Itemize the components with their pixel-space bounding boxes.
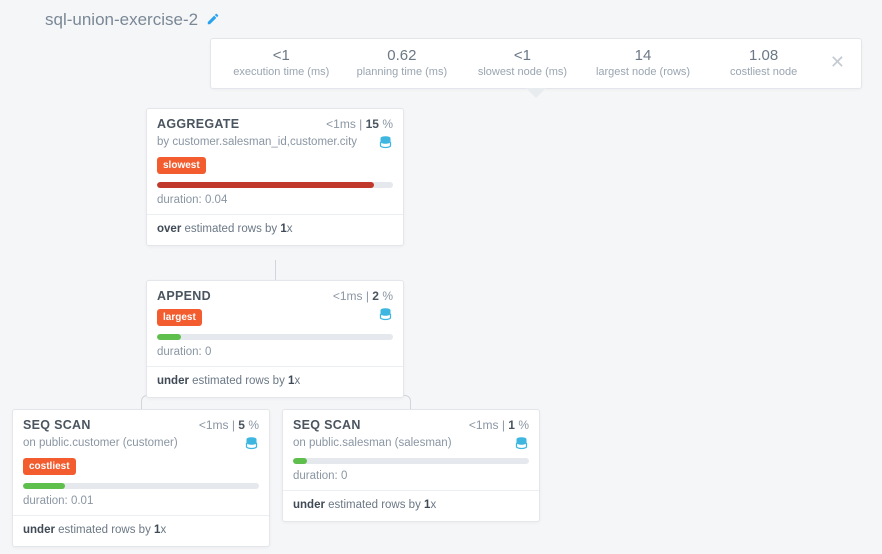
node-meta: <1ms | 5 % bbox=[199, 418, 259, 432]
node-title: AGGREGATE bbox=[157, 117, 326, 131]
estimate-label: over estimated rows by 1x bbox=[147, 215, 403, 245]
database-icon bbox=[378, 307, 393, 328]
stat-costliest-node: 1.08 costliest node bbox=[703, 47, 824, 78]
node-meta: <1ms | 15 % bbox=[326, 117, 393, 131]
node-title: APPEND bbox=[157, 289, 333, 303]
plan-node-aggregate[interactable]: AGGREGATE <1ms | 15 % by customer.salesm… bbox=[146, 108, 404, 246]
stat-execution-time: <1 execution time (ms) bbox=[221, 47, 342, 78]
node-subtitle: on public.customer (customer) bbox=[13, 436, 269, 458]
duration-label: duration: 0 bbox=[283, 470, 539, 490]
node-meta: <1ms | 2 % bbox=[333, 289, 393, 303]
stat-planning-time: 0.62 planning time (ms) bbox=[342, 47, 463, 78]
database-icon bbox=[378, 135, 393, 156]
node-subtitle: by customer.salesman_id,customer.city bbox=[147, 135, 403, 157]
node-title: SEQ SCAN bbox=[23, 418, 199, 432]
progress-bar bbox=[147, 334, 403, 346]
node-meta: <1ms | 1 % bbox=[469, 418, 529, 432]
node-title: SEQ SCAN bbox=[293, 418, 469, 432]
pointer-icon bbox=[526, 88, 546, 98]
plan-node-seqscan-customer[interactable]: SEQ SCAN <1ms | 5 % on public.customer (… bbox=[12, 409, 270, 547]
progress-bar bbox=[147, 182, 403, 194]
estimate-label: under estimated rows by 1x bbox=[13, 516, 269, 546]
estimate-label: under estimated rows by 1x bbox=[283, 491, 539, 521]
stat-slowest-node: <1 slowest node (ms) bbox=[462, 47, 583, 78]
stats-bar: <1 execution time (ms) 0.62 planning tim… bbox=[210, 38, 862, 89]
plan-node-append[interactable]: APPEND <1ms | 2 % largest duration: 0 un… bbox=[146, 280, 404, 398]
edit-icon[interactable] bbox=[206, 12, 220, 29]
plan-node-seqscan-salesman[interactable]: SEQ SCAN <1ms | 1 % on public.salesman (… bbox=[282, 409, 540, 522]
duration-label: duration: 0 bbox=[147, 346, 403, 366]
connector bbox=[275, 260, 276, 280]
page-title: sql-union-exercise-2 bbox=[45, 10, 198, 30]
stat-largest-node: 14 largest node (rows) bbox=[583, 47, 704, 78]
duration-label: duration: 0.01 bbox=[13, 495, 269, 515]
badge-slowest: slowest bbox=[157, 157, 206, 174]
page-header: sql-union-exercise-2 bbox=[0, 0, 882, 30]
database-icon bbox=[514, 436, 529, 457]
node-subtitle bbox=[147, 307, 403, 325]
node-subtitle: on public.salesman (salesman) bbox=[283, 436, 539, 458]
badge-costliest: costliest bbox=[23, 458, 76, 475]
database-icon bbox=[244, 436, 259, 457]
progress-bar bbox=[283, 458, 539, 470]
progress-bar bbox=[13, 483, 269, 495]
estimate-label: under estimated rows by 1x bbox=[147, 367, 403, 397]
close-icon[interactable]: ✕ bbox=[824, 52, 851, 73]
duration-label: duration: 0.04 bbox=[147, 194, 403, 214]
